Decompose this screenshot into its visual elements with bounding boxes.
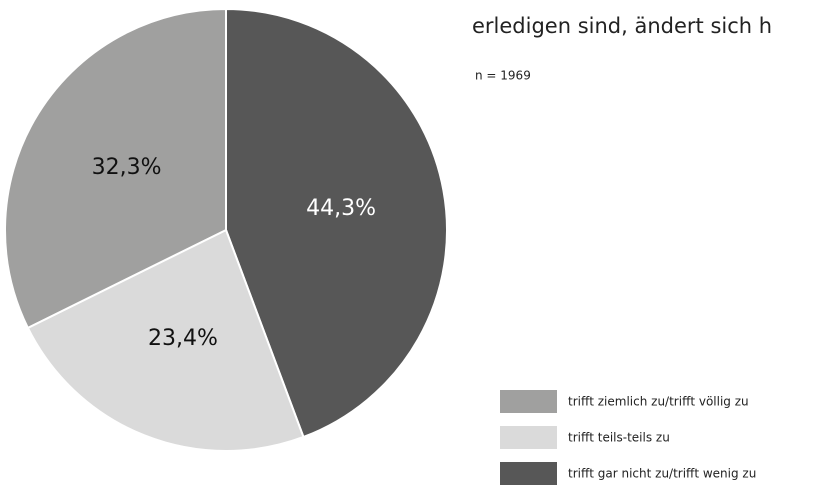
chart-title: erledigen sind, ändert sich h: [472, 14, 772, 38]
legend-label: trifft ziemlich zu/trifft völlig zu: [568, 395, 749, 409]
legend-swatch: [500, 462, 557, 485]
pie-slice: [26, 228, 305, 452]
legend-swatch: [500, 390, 557, 413]
pie-slice: [225, 7, 448, 439]
legend-label: trifft teils-teils zu: [568, 431, 670, 445]
data-label: 32,3%: [92, 155, 162, 180]
data-label: 44,3%: [306, 196, 376, 221]
legend-label: trifft gar nicht zu/trifft wenig zu: [568, 467, 756, 481]
data-label: 23,4%: [148, 326, 218, 351]
pie-slice: [4, 7, 227, 330]
legend-swatch: [500, 426, 557, 449]
chart-subtitle: n = 1969: [475, 69, 531, 83]
